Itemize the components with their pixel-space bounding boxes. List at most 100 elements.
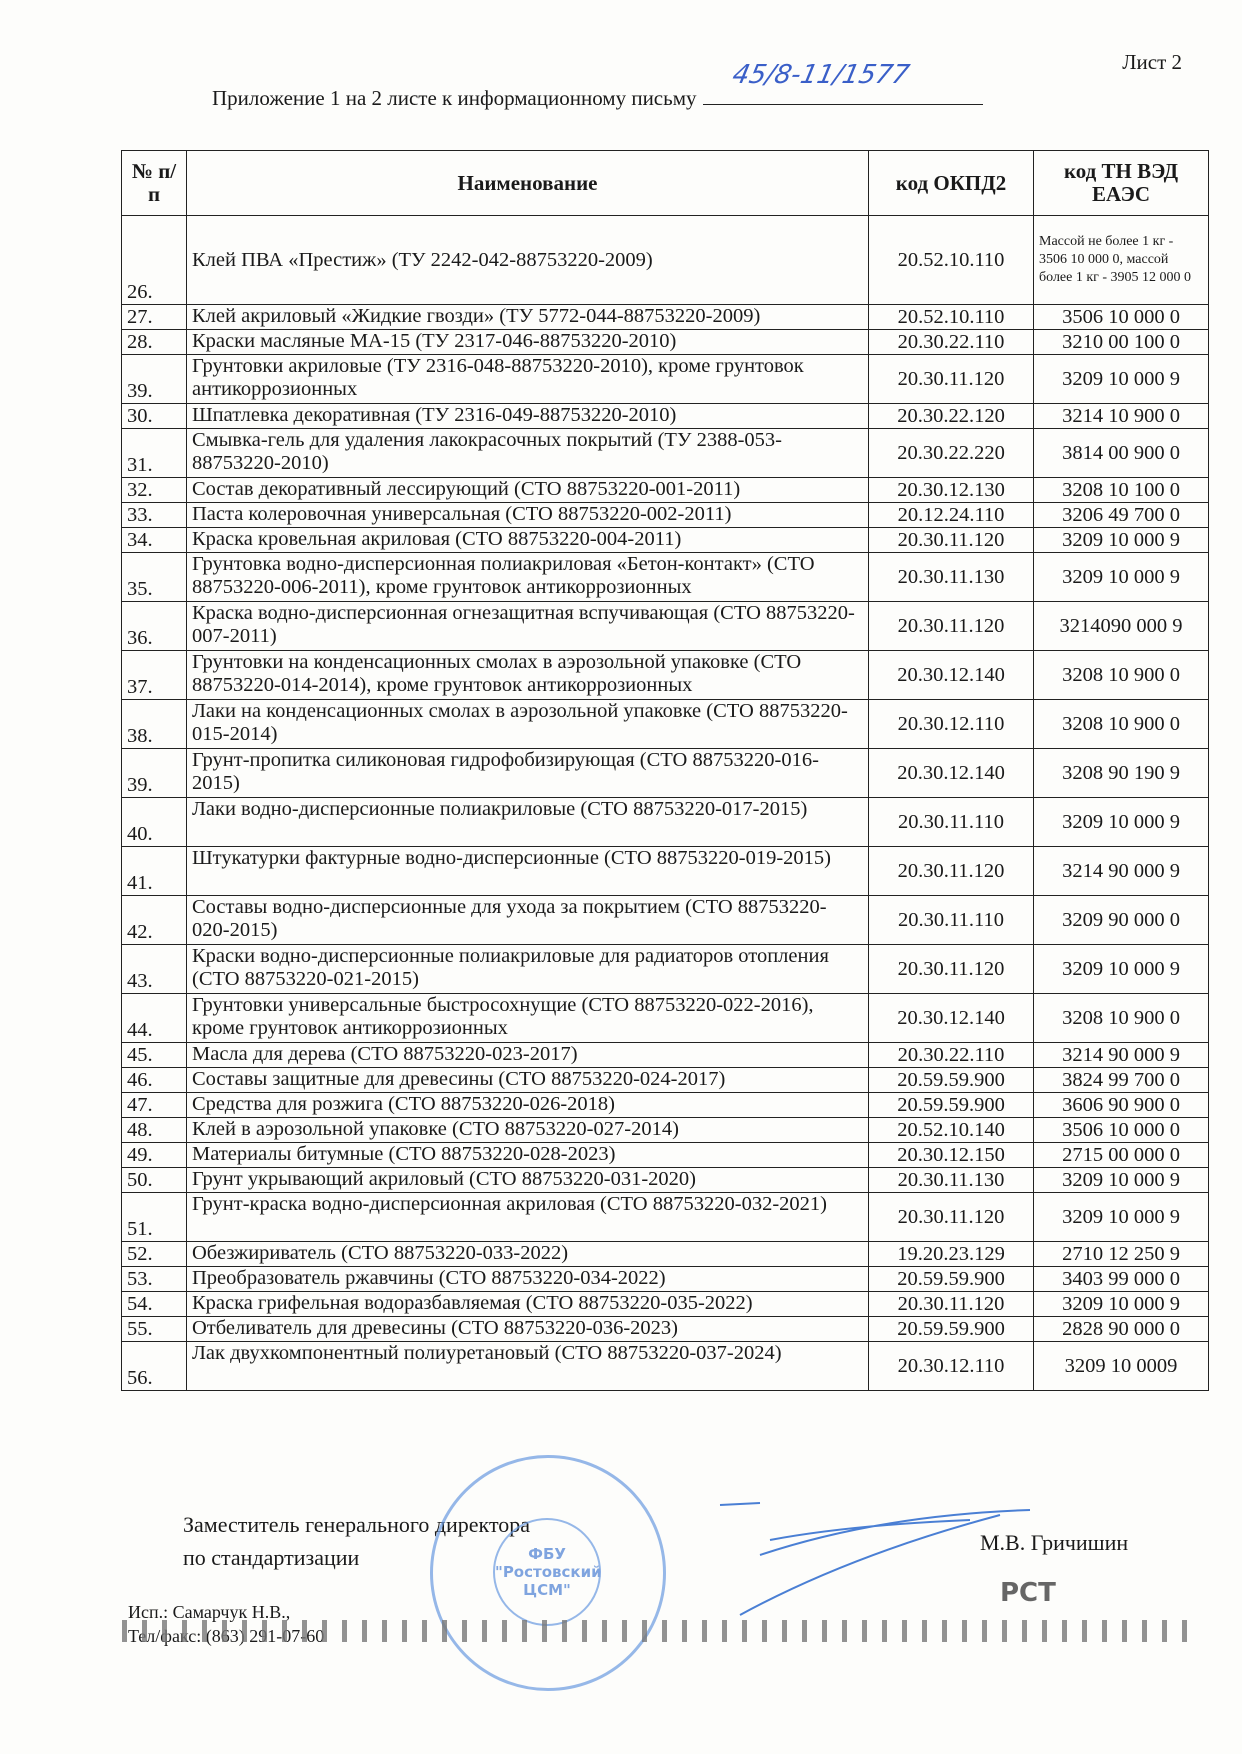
table-row: 56. Лак двухкомпонентный полиуретановый (… xyxy=(121,1341,1209,1391)
table-row: 37. Грунтовки на конденсационных смолах в… xyxy=(121,650,1209,700)
tnved-code: 3403 99 000 0 xyxy=(1033,1266,1209,1292)
table-row: 32. Состав декоративный лессирующий (СТО … xyxy=(121,477,1209,503)
okpd-code: 20.30.11.120 xyxy=(868,1291,1034,1317)
row-number: 54. xyxy=(121,1291,187,1317)
table-row: 46. Составы защитные для древесины (СТО 8… xyxy=(121,1067,1209,1093)
okpd-code: 20.12.24.110 xyxy=(868,502,1034,528)
product-name: Масла для дерева (СТО 88753220-023-2017) xyxy=(186,1042,869,1068)
tnved-code: 3824 99 700 0 xyxy=(1033,1067,1209,1093)
product-name: Грунт-пропитка силиконовая гидрофобизиру… xyxy=(186,748,869,798)
product-name: Краски водно-дисперсионные полиакриловые… xyxy=(186,944,869,994)
table-row: 47. Средства для розжига (СТО 88753220-02… xyxy=(121,1092,1209,1118)
table-row: 55. Отбеливатель для древесины (СТО 88753… xyxy=(121,1316,1209,1342)
table-row: 40. Лаки водно-дисперсионные полиакриловы… xyxy=(121,797,1209,847)
row-number: 55. xyxy=(121,1316,187,1342)
row-number: 42. xyxy=(121,895,187,945)
product-name: Лаки водно-дисперсионные полиакриловые (… xyxy=(186,797,869,847)
table-row: 35. Грунтовка водно-дисперсионная полиакр… xyxy=(121,552,1209,602)
row-number: 47. xyxy=(121,1092,187,1118)
tnved-code: 3209 10 000 9 xyxy=(1033,552,1209,602)
row-number: 39. xyxy=(121,354,187,404)
tnved-code: 3209 10 000 9 xyxy=(1033,354,1209,404)
product-name: Лаки на конденсационных смолах в аэрозол… xyxy=(186,699,869,749)
tnved-code: 3209 10 000 9 xyxy=(1033,944,1209,994)
okpd-code: 20.30.12.110 xyxy=(868,1341,1034,1391)
row-number: 45. xyxy=(121,1042,187,1068)
stamp-text-2: "Ростовский xyxy=(495,1563,602,1581)
okpd-code: 20.30.22.110 xyxy=(868,1042,1034,1068)
stamp-text-3: ЦСМ" xyxy=(523,1581,571,1599)
table-row: 30. Шпатлевка декоративная (ТУ 2316-049-8… xyxy=(121,403,1209,429)
table-row: 31. Смывка-гель для удаления лакокрасочны… xyxy=(121,428,1209,478)
product-name: Штукатурки фактурные водно-дисперсионные… xyxy=(186,846,869,896)
product-name: Грунтовки на конденсационных смолах в аэ… xyxy=(186,650,869,700)
header-tnved: код ТН ВЭД ЕАЭС xyxy=(1033,150,1209,216)
row-number: 27. xyxy=(121,304,187,330)
tnved-code: 3209 10 000 9 xyxy=(1033,1291,1209,1317)
table-row: 42. Составы водно-дисперсионные для ухода… xyxy=(121,895,1209,945)
okpd-code: 20.30.11.130 xyxy=(868,1167,1034,1193)
row-number: 56. xyxy=(121,1341,187,1391)
tnved-code: 3208 10 900 0 xyxy=(1033,650,1209,700)
product-name: Грунтовки акриловые (ТУ 2316-048-8875322… xyxy=(186,354,869,404)
row-number: 31. xyxy=(121,428,187,478)
row-number: 32. xyxy=(121,477,187,503)
row-number: 52. xyxy=(121,1241,187,1267)
okpd-code: 20.30.12.130 xyxy=(868,477,1034,503)
tnved-code: 3209 10 0009 xyxy=(1033,1341,1209,1391)
table-row: 51. Грунт-краска водно-дисперсионная акри… xyxy=(121,1192,1209,1242)
executor: Исп.: Самарчук Н.В., xyxy=(128,1602,291,1622)
tnved-code: 3208 10 900 0 xyxy=(1033,699,1209,749)
table-row: 53. Преобразователь ржавчины (СТО 8875322… xyxy=(121,1266,1209,1292)
official-stamp: ФБУ "Ростовский ЦСМ" xyxy=(430,1455,666,1691)
okpd-code: 20.30.11.120 xyxy=(868,354,1034,404)
tnved-code: 3209 90 000 0 xyxy=(1033,895,1209,945)
handwritten-signature xyxy=(719,1502,1031,1616)
table-row: 41. Штукатурки фактурные водно-дисперсион… xyxy=(121,846,1209,896)
row-number: 48. xyxy=(121,1117,187,1143)
row-number: 49. xyxy=(121,1142,187,1168)
okpd-code: 20.52.10.140 xyxy=(868,1117,1034,1143)
row-number: 50. xyxy=(121,1167,187,1193)
header-okpd: код ОКПД2 xyxy=(868,150,1034,216)
okpd-code: 20.59.59.900 xyxy=(868,1067,1034,1093)
title-text: Приложение 1 на 2 листе к информационном… xyxy=(212,86,697,110)
table-row: 39. Грунт-пропитка силиконовая гидрофобиз… xyxy=(121,748,1209,798)
stamp-center: ФБУ "Ростовский ЦСМ" xyxy=(493,1518,602,1626)
okpd-code: 20.30.11.110 xyxy=(868,797,1034,847)
product-name: Грунтовки универсальные быстросохнущие (… xyxy=(186,993,869,1043)
row-number: 30. xyxy=(121,403,187,429)
okpd-code: 20.30.11.130 xyxy=(868,552,1034,602)
table-row: 27. Клей акриловый «Жидкие гвозди» (ТУ 57… xyxy=(121,304,1209,330)
row-number: 35. xyxy=(121,552,187,602)
product-name: Клей ПВА «Престиж» (ТУ 2242-042-88753220… xyxy=(186,215,869,305)
table-row: 43. Краски водно-дисперсионные полиакрило… xyxy=(121,944,1209,994)
tnved-code: 3214 90 000 9 xyxy=(1033,846,1209,896)
product-name: Смывка-гель для удаления лакокрасочных п… xyxy=(186,428,869,478)
table-row: 44. Грунтовки универсальные быстросохнущи… xyxy=(121,993,1209,1043)
okpd-code: 20.30.12.140 xyxy=(868,748,1034,798)
stamp-text-1: ФБУ xyxy=(528,1545,566,1563)
okpd-code: 20.59.59.900 xyxy=(868,1266,1034,1292)
table-row: 36. Краска водно-дисперсионная огнезащитн… xyxy=(121,601,1209,651)
okpd-code: 20.30.11.120 xyxy=(868,944,1034,994)
tnved-code: 3210 00 100 0 xyxy=(1033,329,1209,355)
okpd-code: 20.30.11.120 xyxy=(868,1192,1034,1242)
product-name: Средства для розжига (СТО 88753220-026-2… xyxy=(186,1092,869,1118)
product-name: Клей в аэрозольной упаковке (СТО 8875322… xyxy=(186,1117,869,1143)
product-name: Краска кровельная акриловая (СТО 8875322… xyxy=(186,527,869,553)
row-number: 41. xyxy=(121,846,187,896)
okpd-code: 20.30.12.150 xyxy=(868,1142,1034,1168)
sheet-number: Лист 2 xyxy=(1122,50,1182,74)
okpd-code: 20.30.11.110 xyxy=(868,895,1034,945)
okpd-code: 20.30.11.120 xyxy=(868,527,1034,553)
document-title: Приложение 1 на 2 листе к информационном… xyxy=(212,60,983,111)
tnved-code: 3214 10 900 0 xyxy=(1033,403,1209,429)
row-number: 38. xyxy=(121,699,187,749)
product-name: Шпатлевка декоративная (ТУ 2316-049-8875… xyxy=(186,403,869,429)
table-row: 49. Материалы битумные (СТО 88753220-028-… xyxy=(121,1142,1209,1168)
row-number: 44. xyxy=(121,993,187,1043)
tnved-code: 3214 90 000 9 xyxy=(1033,1042,1209,1068)
okpd-code: 20.52.10.110 xyxy=(868,215,1034,305)
tnved-code: 3206 49 700 0 xyxy=(1033,502,1209,528)
